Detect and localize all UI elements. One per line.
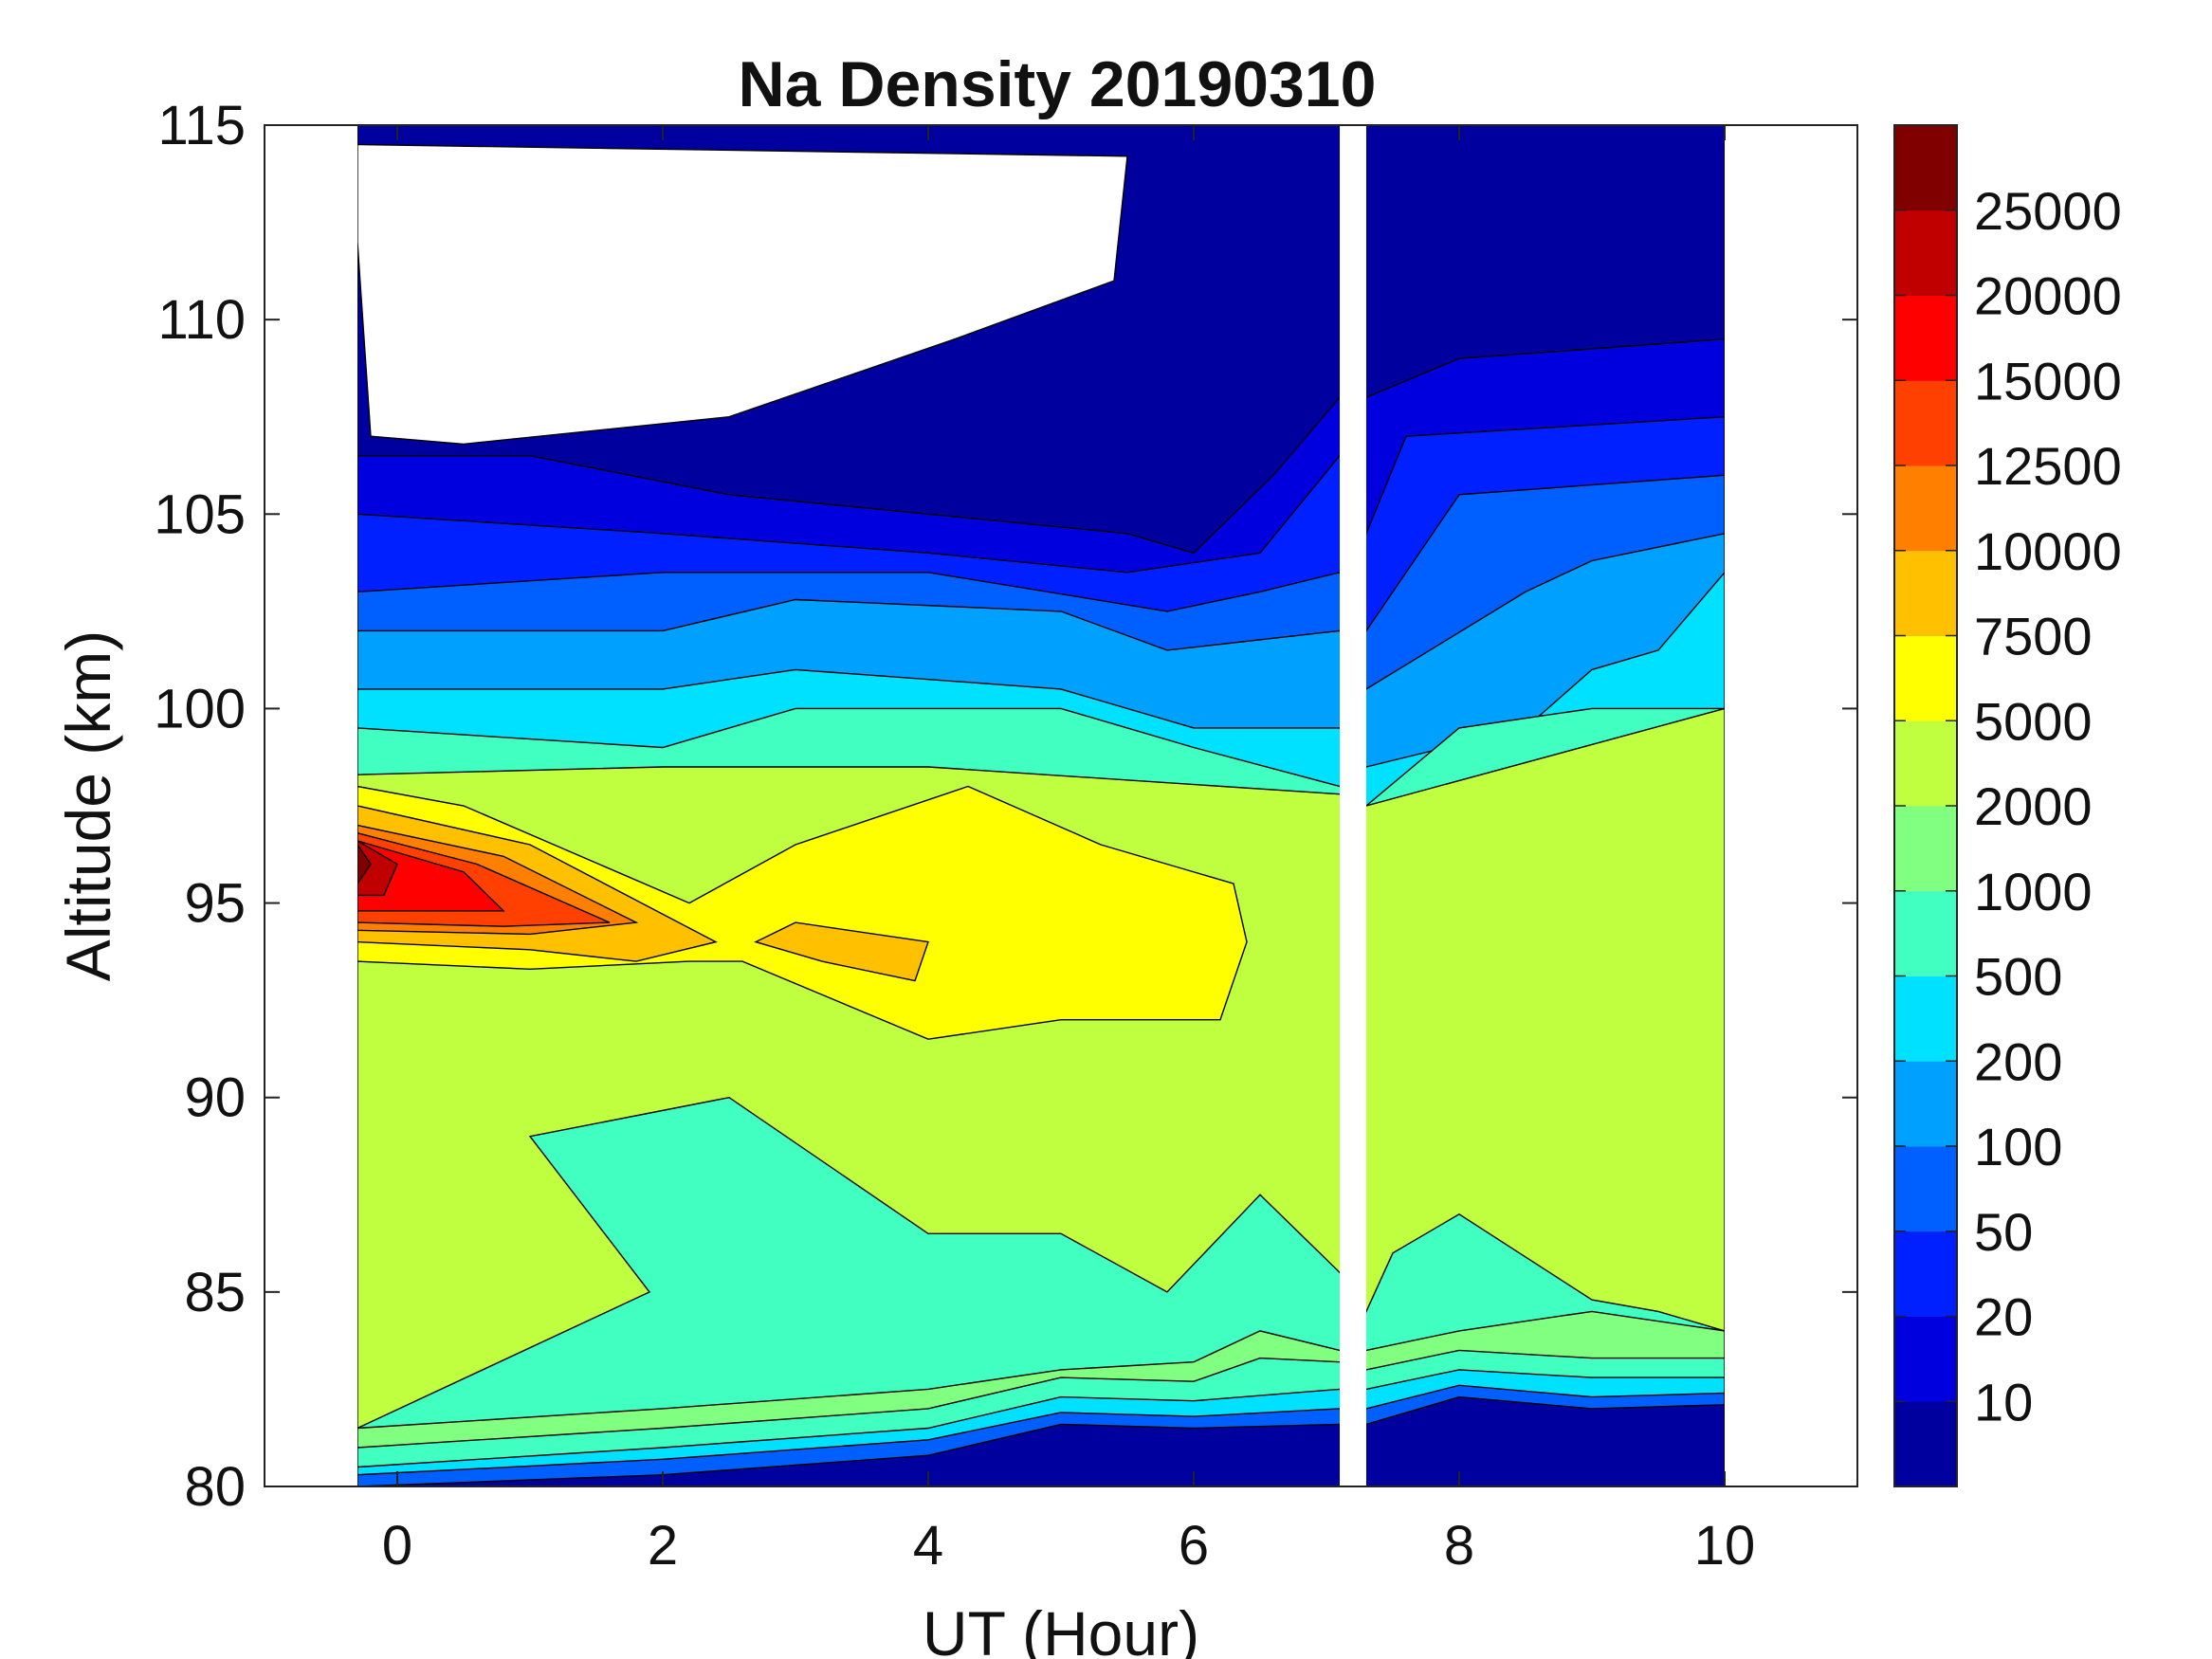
colorbar-swatch xyxy=(1894,550,1957,636)
colorbar-tick-label: 7500 xyxy=(1974,607,2093,666)
colorbar-swatch xyxy=(1894,806,1957,892)
no-data-gap xyxy=(1725,125,1857,1486)
colorbar-swatch xyxy=(1894,720,1957,807)
y-tick-label: 90 xyxy=(184,1067,246,1129)
colorbar-swatch xyxy=(1894,1316,1957,1402)
y-tick-label: 85 xyxy=(184,1262,246,1323)
missing-data-region xyxy=(356,143,1128,446)
colorbar-tick-label: 10 xyxy=(1974,1372,2033,1431)
colorbar-tick-label: 5000 xyxy=(1974,691,2093,751)
colorbar-swatch xyxy=(1894,1146,1957,1232)
colorbar-tick-label: 15000 xyxy=(1974,351,2122,410)
colorbar-swatch xyxy=(1894,380,1957,466)
colorbar-swatch xyxy=(1894,465,1957,552)
colorbar-swatch xyxy=(1894,210,1957,296)
x-tick-label: 10 xyxy=(1694,1515,1756,1577)
colorbar-tick-label: 10000 xyxy=(1974,521,2122,581)
colorbar-swatch xyxy=(1894,890,1957,976)
plot-frame xyxy=(264,124,1858,1487)
colorbar-swatch xyxy=(1894,1401,1957,1487)
data-gaps xyxy=(265,125,1857,1486)
x-tick-label: 0 xyxy=(382,1515,412,1577)
x-tick-label: 2 xyxy=(648,1515,678,1577)
colorbar-tick-label: 100 xyxy=(1974,1117,2062,1176)
y-axis: 80 85 90 95 100 105 110 115 xyxy=(154,95,1857,1518)
colorbar-tick-label: 200 xyxy=(1974,1031,2062,1091)
colorbar: 10 20 50 100 200 500 1000 2000 5000 7500 10000 1250… xyxy=(1893,124,2122,1487)
contour-bands xyxy=(356,125,1726,1486)
y-tick-label: 80 xyxy=(184,1456,246,1518)
x-axis-label: UT (Hour) xyxy=(923,1598,1199,1659)
x-axis: 0 2 4 6 8 10 xyxy=(382,125,1755,1577)
no-data-gap xyxy=(1340,125,1366,1486)
x-tick-label: 4 xyxy=(913,1515,943,1577)
y-tick-label: 105 xyxy=(154,483,246,545)
colorbar-tick-label: 20 xyxy=(1974,1287,2033,1347)
colorbar-swatch xyxy=(1894,1061,1957,1147)
colorbar-tick-label: 2000 xyxy=(1974,776,2093,836)
y-tick-label: 95 xyxy=(184,873,246,935)
colorbar-tick-label: 50 xyxy=(1974,1202,2033,1262)
colorbar-swatch xyxy=(1894,125,1957,211)
colorbar-tick-label: 12500 xyxy=(1974,436,2122,496)
y-tick-label: 115 xyxy=(158,95,246,156)
colorbar-tick-label: 500 xyxy=(1974,947,2062,1007)
y-tick-label: 100 xyxy=(154,678,246,739)
band-5000-7500 xyxy=(356,785,1248,1040)
colorbar-tick-label: 1000 xyxy=(1974,862,2093,921)
chart-title: Na Density 20190310 xyxy=(739,48,1377,120)
x-tick-label: 6 xyxy=(1179,1515,1209,1577)
colorbar-swatch xyxy=(1894,295,1957,381)
colorbar-swatch xyxy=(1894,635,1957,721)
colorbar-tick-label: 25000 xyxy=(1974,181,2122,241)
no-data-gap xyxy=(265,125,357,1486)
colorbar-swatch xyxy=(1894,975,1957,1062)
x-tick-label: 8 xyxy=(1444,1515,1474,1577)
band-7500-10000-b xyxy=(754,921,929,982)
colorbar-swatch xyxy=(1894,1231,1957,1317)
y-tick-label: 110 xyxy=(158,289,246,351)
y-axis-label: Altitude (km) xyxy=(53,630,123,981)
colorbar-tick-label: 20000 xyxy=(1974,266,2122,326)
